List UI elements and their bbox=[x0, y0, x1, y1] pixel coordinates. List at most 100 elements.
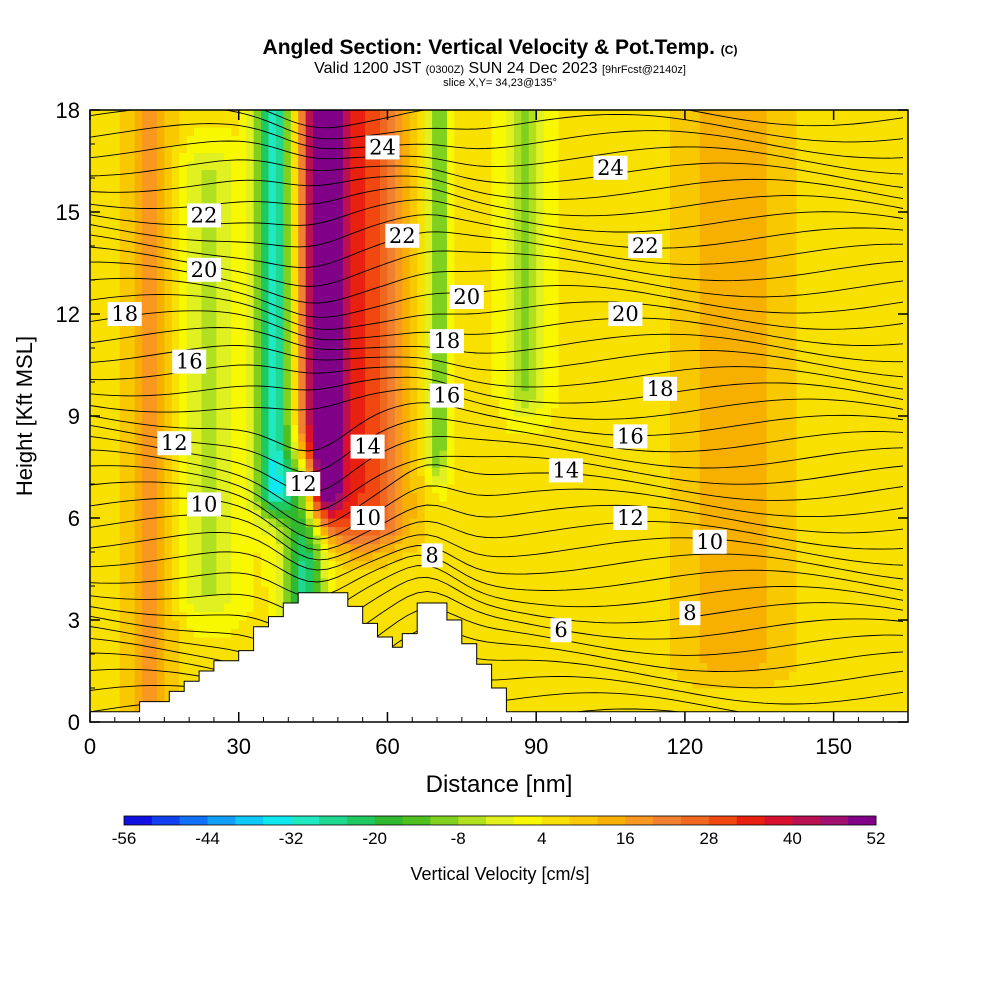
velocity-cell bbox=[521, 603, 530, 613]
velocity-cell bbox=[565, 135, 574, 145]
velocity-cell bbox=[424, 441, 433, 451]
velocity-cell bbox=[580, 254, 589, 264]
velocity-cell bbox=[223, 450, 232, 460]
velocity-cell bbox=[446, 246, 455, 256]
velocity-cell bbox=[305, 271, 314, 281]
velocity-cell bbox=[491, 518, 500, 528]
velocity-cell bbox=[491, 662, 500, 672]
velocity-cell bbox=[506, 654, 515, 664]
velocity-cell bbox=[580, 526, 589, 536]
velocity-cell bbox=[253, 348, 262, 358]
velocity-cell bbox=[565, 118, 574, 128]
velocity-cell bbox=[506, 110, 515, 120]
velocity-cell bbox=[194, 441, 203, 451]
velocity-cell bbox=[461, 348, 470, 358]
velocity-cell bbox=[194, 305, 203, 315]
velocity-cell bbox=[595, 186, 604, 196]
velocity-cell bbox=[216, 144, 225, 154]
velocity-cell bbox=[551, 679, 560, 689]
velocity-cell bbox=[506, 220, 515, 230]
velocity-cell bbox=[142, 416, 151, 426]
velocity-cell bbox=[223, 535, 232, 545]
velocity-cell bbox=[134, 212, 143, 222]
velocity-cell bbox=[357, 399, 366, 409]
velocity-cell bbox=[417, 416, 426, 426]
velocity-cell bbox=[491, 611, 500, 621]
velocity-cell bbox=[335, 373, 344, 383]
velocity-cell bbox=[402, 416, 411, 426]
velocity-cell bbox=[268, 127, 277, 137]
velocity-cell bbox=[417, 509, 426, 519]
velocity-cell bbox=[275, 305, 284, 315]
velocity-cell bbox=[536, 526, 545, 536]
velocity-cell bbox=[90, 127, 99, 137]
velocity-cell bbox=[275, 501, 284, 511]
velocity-cell bbox=[194, 161, 203, 171]
velocity-cell bbox=[357, 560, 366, 570]
velocity-cell bbox=[268, 246, 277, 256]
velocity-cell bbox=[253, 186, 262, 196]
velocity-cell bbox=[565, 144, 574, 154]
velocity-cell bbox=[283, 526, 292, 536]
velocity-cell bbox=[573, 237, 582, 247]
velocity-cell bbox=[208, 586, 218, 596]
velocity-cell bbox=[588, 518, 597, 528]
velocity-cell bbox=[513, 543, 522, 553]
velocity-cell bbox=[357, 195, 366, 205]
velocity-cell bbox=[327, 484, 336, 494]
velocity-cell bbox=[327, 152, 336, 162]
velocity-cell bbox=[208, 195, 218, 205]
velocity-cell bbox=[446, 450, 455, 460]
velocity-cell bbox=[268, 535, 277, 545]
velocity-cell bbox=[402, 594, 411, 604]
velocity-cell bbox=[565, 186, 574, 196]
velocity-cell bbox=[186, 603, 195, 613]
velocity-cell bbox=[476, 331, 485, 341]
velocity-cell bbox=[365, 543, 374, 553]
velocity-cell bbox=[521, 407, 530, 417]
velocity-cell bbox=[528, 195, 537, 205]
velocity-cell bbox=[194, 662, 203, 672]
velocity-cell bbox=[446, 475, 455, 485]
velocity-cell bbox=[454, 560, 463, 570]
velocity-cell bbox=[305, 288, 314, 298]
velocity-cell bbox=[223, 484, 232, 494]
velocity-cell bbox=[275, 263, 284, 273]
velocity-cell bbox=[179, 195, 188, 205]
velocity-cell bbox=[588, 118, 597, 128]
velocity-cell bbox=[305, 416, 314, 426]
velocity-cell bbox=[186, 586, 195, 596]
velocity-cell bbox=[179, 467, 188, 477]
velocity-cell bbox=[275, 518, 284, 528]
velocity-cell bbox=[186, 424, 195, 434]
velocity-cell bbox=[156, 645, 165, 655]
velocity-cell bbox=[476, 611, 485, 621]
velocity-cell bbox=[127, 509, 136, 519]
velocity-cell bbox=[365, 305, 374, 315]
velocity-cell bbox=[127, 458, 136, 468]
velocity-cell bbox=[97, 263, 106, 273]
velocity-cell bbox=[127, 322, 136, 332]
velocity-cell bbox=[521, 356, 530, 366]
velocity-cell bbox=[223, 263, 232, 273]
velocity-cell bbox=[595, 628, 604, 638]
velocity-cell bbox=[186, 552, 195, 562]
velocity-cell bbox=[298, 526, 307, 536]
velocity-cell bbox=[543, 348, 552, 358]
velocity-cell bbox=[261, 424, 270, 434]
velocity-cell bbox=[461, 135, 470, 145]
velocity-cell bbox=[595, 569, 604, 579]
velocity-cell bbox=[484, 399, 493, 409]
velocity-cell bbox=[201, 467, 210, 477]
velocity-cell bbox=[380, 399, 389, 409]
velocity-cell bbox=[149, 441, 158, 451]
velocity-cell bbox=[394, 569, 403, 579]
velocity-cell bbox=[551, 399, 560, 409]
velocity-cell bbox=[558, 688, 567, 698]
velocity-cell bbox=[298, 169, 307, 179]
velocity-cell bbox=[439, 424, 448, 434]
velocity-cell bbox=[506, 645, 515, 655]
velocity-cell bbox=[446, 144, 455, 154]
chart-subtitle: Valid 1200 JST (0300Z) SUN 24 Dec 2023 [… bbox=[314, 60, 686, 77]
velocity-cell bbox=[551, 144, 560, 154]
